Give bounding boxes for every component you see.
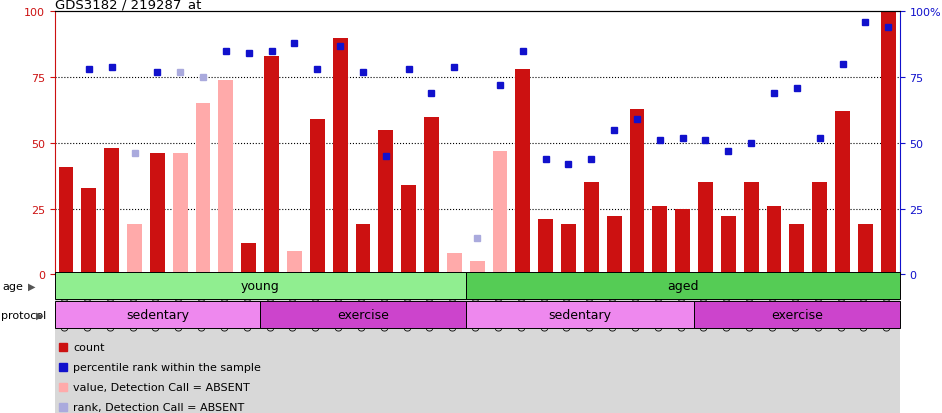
Text: aged: aged — [667, 280, 698, 292]
Bar — [287, 251, 301, 275]
Text: young: young — [241, 280, 280, 292]
Text: percentile rank within the sample: percentile rank within the sample — [73, 362, 261, 372]
Text: exercise: exercise — [771, 309, 822, 321]
Text: ▶: ▶ — [28, 281, 36, 291]
Bar — [515, 70, 530, 275]
Text: exercise: exercise — [337, 309, 389, 321]
Bar — [584, 183, 599, 275]
Bar — [241, 243, 256, 275]
Bar — [379, 131, 393, 275]
Bar — [629, 109, 644, 275]
Text: GDS3182 / 219287_at: GDS3182 / 219287_at — [55, 0, 201, 11]
Bar — [55, 273, 465, 299]
Bar — [264, 57, 279, 275]
Bar — [744, 183, 758, 275]
Bar — [767, 206, 782, 275]
Bar — [219, 81, 234, 275]
Bar — [789, 225, 804, 275]
Bar — [465, 273, 900, 299]
Text: protocol: protocol — [1, 310, 46, 320]
Bar — [55, 275, 900, 413]
Bar — [447, 254, 462, 275]
Bar — [172, 154, 187, 275]
Text: rank, Detection Call = ABSENT: rank, Detection Call = ABSENT — [73, 402, 245, 412]
Bar — [260, 301, 465, 328]
Bar — [881, 12, 896, 275]
Bar — [310, 120, 325, 275]
Bar — [127, 225, 142, 275]
Bar — [355, 225, 370, 275]
Bar — [470, 261, 484, 275]
Bar — [607, 217, 622, 275]
Text: count: count — [73, 342, 105, 352]
Bar — [196, 104, 210, 275]
Bar — [81, 188, 96, 275]
Bar — [424, 117, 439, 275]
Bar — [150, 154, 165, 275]
Text: value, Detection Call = ABSENT: value, Detection Call = ABSENT — [73, 382, 251, 392]
Bar — [561, 225, 576, 275]
Bar — [675, 209, 690, 275]
Bar — [698, 183, 713, 275]
Bar — [401, 185, 416, 275]
Text: ▶: ▶ — [36, 310, 43, 320]
Bar — [721, 217, 736, 275]
Bar — [812, 183, 827, 275]
Bar — [653, 206, 667, 275]
Text: sedentary: sedentary — [548, 309, 611, 321]
Bar — [105, 149, 119, 275]
Bar — [465, 301, 694, 328]
Bar — [858, 225, 873, 275]
Bar — [58, 167, 73, 275]
Bar — [493, 152, 508, 275]
Bar — [55, 301, 260, 328]
Bar — [836, 112, 850, 275]
Bar — [333, 39, 348, 275]
Bar — [694, 301, 900, 328]
Text: age: age — [3, 281, 24, 291]
Bar — [538, 220, 553, 275]
Text: sedentary: sedentary — [126, 309, 189, 321]
